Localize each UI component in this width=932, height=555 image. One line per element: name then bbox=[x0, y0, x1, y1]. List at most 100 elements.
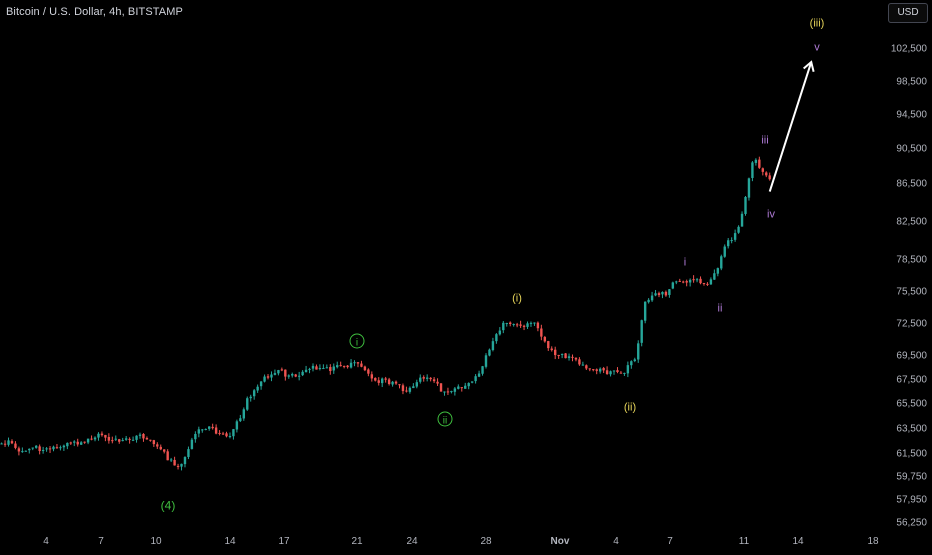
candle bbox=[363, 365, 367, 372]
time-tick-label: 10 bbox=[150, 536, 162, 547]
candle bbox=[280, 367, 284, 372]
candle bbox=[176, 463, 180, 470]
candle bbox=[166, 449, 169, 461]
candle bbox=[668, 288, 671, 298]
currency-button[interactable]: USD bbox=[888, 3, 928, 23]
candle bbox=[643, 301, 647, 324]
price-tick-label: 78,500 bbox=[896, 255, 927, 266]
candle bbox=[197, 426, 201, 438]
candle bbox=[713, 269, 716, 280]
time-tick-label: 4 bbox=[43, 536, 49, 547]
candle bbox=[256, 384, 259, 393]
candle bbox=[156, 442, 159, 450]
wave-label[interactable]: i bbox=[684, 257, 686, 269]
candle bbox=[322, 364, 325, 370]
candle bbox=[547, 340, 550, 351]
candle bbox=[491, 337, 495, 352]
candle bbox=[571, 354, 574, 362]
candle bbox=[118, 438, 121, 444]
candle bbox=[765, 171, 768, 178]
price-tick-label: 86,500 bbox=[896, 179, 927, 190]
projection-arrow-line[interactable] bbox=[768, 61, 813, 192]
candle bbox=[405, 386, 408, 393]
candle bbox=[183, 456, 187, 468]
wave-label[interactable]: (iii) bbox=[810, 18, 825, 30]
candle bbox=[107, 433, 111, 444]
candle bbox=[121, 437, 124, 442]
candle bbox=[630, 360, 633, 369]
candle bbox=[339, 361, 342, 367]
candle bbox=[626, 361, 630, 378]
wave-label-text: i bbox=[356, 338, 358, 349]
price-axis[interactable]: 56,250 57,950 59,750 61,500 63,500 65,500 67,5… bbox=[880, 30, 932, 529]
time-tick-label: 24 bbox=[406, 536, 418, 547]
candle bbox=[588, 368, 591, 372]
price-tick-label: 67,500 bbox=[896, 375, 927, 386]
candle bbox=[682, 280, 685, 284]
candle bbox=[637, 340, 640, 363]
candle bbox=[135, 435, 138, 443]
candle bbox=[702, 282, 706, 286]
candle bbox=[419, 374, 422, 384]
candle bbox=[675, 280, 678, 285]
candle bbox=[142, 433, 145, 442]
candle bbox=[457, 384, 460, 390]
candle bbox=[163, 449, 166, 454]
price-tick-label: 75,500 bbox=[896, 287, 927, 298]
wave-label[interactable]: (4) bbox=[161, 499, 176, 513]
projection-layer bbox=[768, 60, 815, 192]
candle bbox=[114, 435, 117, 442]
candle bbox=[654, 289, 657, 297]
wave-label[interactable]: (i) bbox=[512, 293, 522, 305]
candle bbox=[650, 291, 654, 302]
time-tick-label: 14 bbox=[224, 536, 236, 547]
candle bbox=[526, 321, 529, 329]
candle bbox=[266, 374, 270, 380]
candle bbox=[737, 225, 740, 234]
candle bbox=[214, 424, 218, 435]
wave-label-text: i bbox=[684, 257, 686, 269]
candle bbox=[578, 357, 581, 366]
candle bbox=[149, 439, 152, 442]
wave-label[interactable]: iii bbox=[761, 135, 768, 147]
time-axis[interactable]: 4 7 10 14 17 21 24 28 Nov 4 7 11 14 18 bbox=[43, 536, 879, 547]
candle bbox=[543, 335, 547, 343]
candle bbox=[467, 382, 470, 390]
candle bbox=[598, 367, 602, 374]
candle bbox=[422, 375, 425, 382]
wave-label[interactable]: iv bbox=[767, 209, 775, 221]
candle bbox=[204, 428, 207, 431]
wave-label[interactable]: ii bbox=[718, 303, 723, 315]
candle bbox=[436, 378, 439, 386]
candle bbox=[540, 324, 543, 341]
wave-label[interactable]: (ii) bbox=[624, 402, 636, 414]
candle bbox=[498, 327, 502, 336]
candle bbox=[733, 229, 737, 242]
candle bbox=[450, 390, 453, 394]
candle bbox=[263, 374, 266, 383]
candle bbox=[529, 321, 533, 327]
wave-label[interactable]: v bbox=[814, 42, 820, 54]
candle bbox=[69, 441, 72, 445]
candle bbox=[695, 277, 699, 283]
candle bbox=[62, 444, 66, 451]
candle bbox=[297, 371, 301, 381]
candle bbox=[349, 359, 353, 369]
candle bbox=[124, 435, 128, 441]
candle bbox=[41, 446, 45, 454]
time-tick-label: 4 bbox=[613, 536, 619, 547]
candle bbox=[273, 369, 277, 376]
candle bbox=[533, 322, 536, 326]
candle bbox=[401, 383, 405, 395]
candle bbox=[474, 374, 477, 384]
candle bbox=[190, 437, 194, 450]
wave-label-circle bbox=[349, 333, 365, 349]
candle bbox=[131, 436, 135, 442]
wave-label[interactable]: ii bbox=[437, 411, 453, 427]
candle bbox=[720, 254, 723, 271]
candle bbox=[727, 238, 730, 249]
wave-label[interactable]: i bbox=[349, 333, 365, 349]
candle bbox=[512, 323, 515, 327]
